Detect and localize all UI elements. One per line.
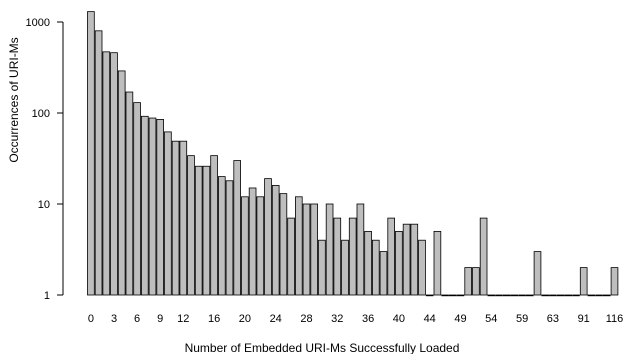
- bar-67: [603, 294, 611, 297]
- x-tick-label: 3: [111, 313, 117, 325]
- y-tick-label: 100: [32, 108, 50, 120]
- bar-58: [533, 251, 542, 296]
- bar-20: [241, 196, 249, 296]
- bar-47: [448, 294, 457, 297]
- bar-8: [148, 117, 157, 296]
- bar-17: [217, 176, 226, 296]
- x-tick-label: 6: [134, 313, 140, 325]
- bar-9: [156, 119, 165, 296]
- y-axis: 1 10 100 1000: [26, 17, 64, 302]
- bar-36: [364, 230, 372, 296]
- x-tick-label: 49: [454, 313, 466, 325]
- bar-5: [125, 91, 134, 296]
- bar-33: [341, 239, 349, 296]
- bar-60: [549, 294, 557, 297]
- bar-66: [595, 294, 603, 297]
- bar-54: [502, 294, 511, 297]
- bar-21: [248, 187, 257, 296]
- x-tick-label: 24: [270, 313, 282, 325]
- x-tick-label: 12: [177, 313, 189, 325]
- x-tick-label: 116: [606, 313, 623, 325]
- bar-49: [464, 267, 472, 296]
- x-tick-label: 36: [362, 313, 374, 325]
- bar-23: [264, 178, 272, 296]
- bar-44: [425, 294, 434, 297]
- bar-16: [210, 155, 218, 296]
- bar-0: [87, 11, 95, 296]
- bar-35: [356, 203, 365, 296]
- x-tick-label: 20: [239, 313, 251, 325]
- bar-13: [187, 155, 195, 296]
- bar-14: [194, 165, 203, 296]
- bar-59: [541, 294, 549, 297]
- x-tick-label: 32: [331, 313, 343, 325]
- bar-56: [518, 294, 526, 297]
- bar-48: [456, 294, 465, 297]
- x-tick-label: 91: [578, 313, 590, 325]
- bar-7: [140, 115, 149, 296]
- bar-28: [302, 203, 311, 296]
- x-tick-label: 9: [157, 313, 163, 325]
- x-tick-label: 40: [393, 313, 405, 325]
- bar-15: [202, 165, 211, 296]
- bar-55: [510, 294, 519, 297]
- bar-6: [133, 102, 141, 296]
- bar-62: [564, 294, 573, 297]
- bar-25: [279, 193, 288, 296]
- bar-12: [179, 140, 188, 296]
- bar-24: [271, 185, 280, 296]
- bar-41: [402, 223, 411, 296]
- bar-2: [102, 51, 111, 296]
- bar-37: [371, 239, 380, 296]
- bar-65: [587, 294, 596, 297]
- bar-45: [433, 230, 442, 296]
- bar-51: [479, 217, 488, 296]
- y-tick-label: 10: [38, 199, 50, 211]
- x-tick-label: 28: [300, 313, 312, 325]
- x-tick-label: 16: [208, 313, 220, 325]
- bar-52: [487, 294, 496, 297]
- x-tick-label: 0: [88, 313, 94, 325]
- bar-4: [117, 70, 126, 296]
- bars-group: [87, 11, 619, 297]
- bar-63: [572, 294, 580, 297]
- bar-39: [387, 217, 395, 296]
- x-tick-label: 63: [547, 313, 559, 325]
- bar-53: [495, 294, 503, 297]
- bar-1: [94, 30, 103, 296]
- bar-68: [610, 267, 619, 296]
- bar-19: [233, 160, 242, 296]
- bar-34: [348, 217, 357, 296]
- bar-22: [256, 196, 265, 296]
- y-tick-label: 1000: [26, 17, 50, 29]
- bar-42: [410, 223, 419, 296]
- bar-61: [556, 294, 565, 297]
- x-tick-label: 44: [424, 313, 436, 325]
- bar-27: [294, 196, 303, 296]
- bar-11: [171, 140, 180, 296]
- x-tick-label: 59: [516, 313, 528, 325]
- bar-57: [526, 294, 534, 297]
- y-tick-label: 1: [44, 290, 50, 302]
- bar-29: [310, 203, 318, 296]
- bar-30: [318, 239, 326, 296]
- bar-32: [333, 217, 342, 296]
- bar-38: [379, 251, 388, 296]
- bar-18: [225, 180, 234, 296]
- bar-40: [395, 230, 403, 296]
- x-axis-title: Number of Embedded URI-Ms Successfully L…: [185, 341, 460, 354]
- bar-31: [325, 203, 334, 296]
- bar-43: [418, 239, 426, 296]
- x-tick-label: 54: [485, 313, 497, 325]
- x-axis: 0 3 6 9 12 16 20 24 28 32 36 40 44 49 54 59 63 91 116: [88, 313, 623, 325]
- bar-10: [164, 131, 172, 296]
- bar-50: [472, 267, 480, 296]
- bar-46: [441, 294, 449, 297]
- bar-3: [110, 52, 118, 296]
- bar-64: [579, 267, 588, 296]
- bar-26: [287, 217, 295, 296]
- y-axis-title: Occurrences of URI-Ms: [7, 37, 21, 162]
